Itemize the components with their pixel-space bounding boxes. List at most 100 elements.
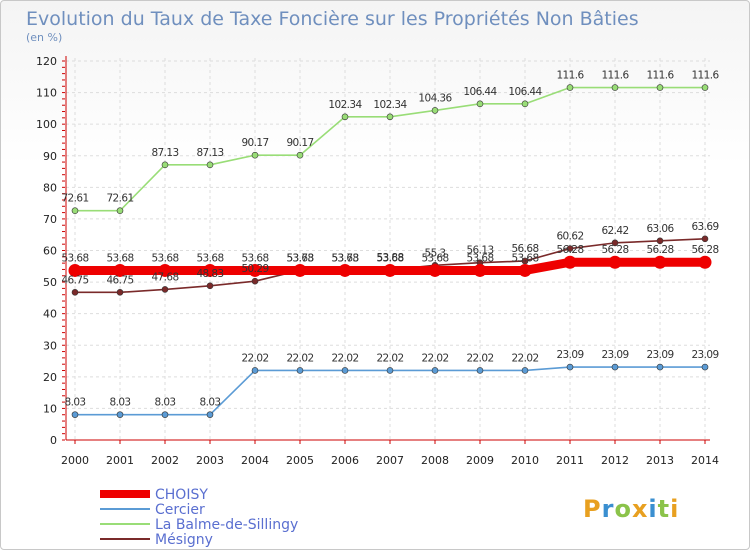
data-label: 48.83 [196, 268, 223, 280]
y-tick-label: 70 [43, 213, 57, 226]
data-label: 102.34 [328, 99, 362, 111]
legend-label: La Balme-de-Sillingy [155, 517, 298, 533]
x-tick-label: 2004 [241, 454, 269, 467]
x-tick-label: 2003 [196, 454, 224, 467]
data-label: 111.6 [646, 70, 674, 82]
data-label: 104.36 [418, 92, 452, 104]
data-label: 53.68 [421, 252, 448, 264]
labels-cercier: 8.03 8.03 8.03 8.03 22.02 22.02 22.02 22.02 22.0… [65, 349, 720, 409]
data-point [116, 411, 124, 418]
data-label: 56.28 [556, 244, 583, 256]
data-label: 46.75 [106, 274, 133, 286]
data-point [338, 263, 352, 277]
x-tick-label: 2013 [646, 454, 674, 467]
data-label: 53.73 [331, 252, 358, 264]
data-point [383, 263, 397, 277]
data-point [656, 237, 664, 245]
data-point [431, 367, 439, 374]
y-tick-label: 110 [36, 87, 57, 100]
data-point [611, 363, 619, 371]
data-point [158, 263, 172, 277]
data-label: 50.29 [241, 263, 268, 275]
data-point [656, 84, 664, 91]
data-point [116, 207, 124, 214]
data-point [71, 289, 79, 296]
data-point [701, 235, 709, 243]
data-point [566, 245, 574, 252]
data-label: 53.68 [61, 252, 88, 264]
data-label: 22.02 [511, 352, 538, 364]
data-point [341, 113, 349, 121]
data-point [68, 263, 82, 277]
x-tick-label: 2001 [106, 454, 134, 467]
x-tick-label: 2000 [61, 454, 89, 467]
data-label: 56.28 [691, 244, 718, 256]
data-label: 23.09 [601, 349, 628, 361]
data-label: 22.02 [331, 352, 358, 364]
data-label: 53.68 [196, 252, 223, 264]
data-point [476, 100, 484, 108]
data-point [251, 151, 259, 159]
data-point [71, 207, 79, 214]
data-label: 8.03 [110, 397, 131, 409]
data-label: 111.6 [691, 70, 719, 82]
data-point [431, 107, 439, 114]
legend-label: Mésigny [155, 532, 213, 548]
legend-label: CHOISY [155, 487, 208, 503]
data-label: 53.88 [376, 252, 403, 264]
data-point [611, 239, 619, 247]
data-point [113, 263, 127, 277]
data-point [566, 84, 574, 91]
data-label: 8.03 [155, 397, 176, 409]
data-label: 53.68 [151, 252, 178, 264]
axes: 0 10 20 30 40 50 60 70 80 90 100 110 120 2000 2001 2002… [36, 55, 719, 467]
data-label: 60.62 [556, 231, 583, 243]
data-label: 53.68 [511, 252, 538, 264]
data-point [518, 263, 532, 277]
data-point [116, 289, 124, 296]
data-point [566, 363, 574, 371]
data-label: 102.34 [373, 99, 407, 111]
data-point [203, 263, 217, 277]
y-tick-label: 40 [43, 308, 57, 321]
data-point [161, 161, 169, 169]
x-tick-label: 2006 [331, 454, 359, 467]
data-point [476, 367, 484, 374]
data-label: 56.28 [646, 244, 673, 256]
y-tick-label: 50 [43, 276, 57, 289]
x-tick-label: 2007 [376, 454, 404, 467]
legend-label: Cercier [155, 502, 205, 518]
x-tick-label: 2011 [556, 454, 584, 467]
data-point [206, 282, 214, 290]
y-tick-label: 30 [43, 339, 57, 352]
data-point [608, 255, 622, 269]
data-label: 22.02 [421, 352, 448, 364]
data-label: 111.6 [601, 70, 629, 82]
data-label: 87.13 [151, 147, 178, 159]
logo-letter: x [632, 495, 648, 523]
data-point [161, 411, 169, 418]
labels-la-balme-de-sillingy: 72.61 72.61 87.13 87.13 90.17 90.17 102.34 102.… [61, 70, 720, 205]
series-choisy [68, 255, 712, 277]
data-label: 22.02 [466, 352, 493, 364]
data-point [296, 151, 304, 159]
data-label: 23.09 [556, 349, 583, 361]
data-label: 23.09 [691, 349, 718, 361]
data-label: 56.13 [466, 245, 493, 257]
data-label: 22.02 [376, 352, 403, 364]
data-point [296, 367, 304, 374]
data-label: 62.42 [601, 225, 628, 237]
x-tick-label: 2002 [151, 454, 179, 467]
y-tick-label: 90 [43, 150, 57, 163]
data-point [161, 286, 169, 293]
data-label: 22.02 [286, 352, 313, 364]
data-point [473, 263, 487, 277]
proxiti-logo: Proxiti [583, 495, 679, 523]
data-label: 106.44 [508, 86, 542, 98]
data-label: 90.17 [241, 137, 268, 149]
data-label: 53.68 [241, 252, 268, 264]
data-point [251, 367, 259, 374]
series-layer: 8.03 8.03 8.03 8.03 22.02 22.02 22.02 22.02 22.0… [61, 70, 720, 418]
